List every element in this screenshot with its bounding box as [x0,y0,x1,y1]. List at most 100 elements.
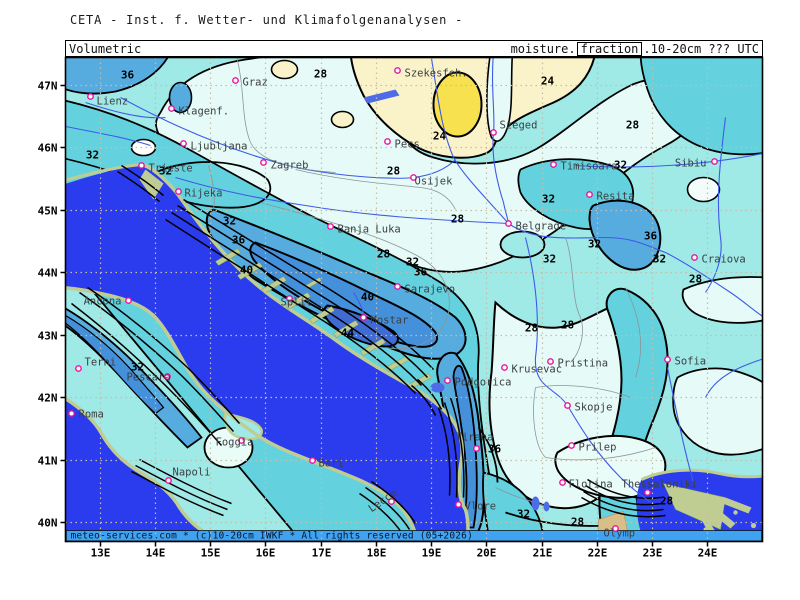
contour-label: 32 [223,215,236,228]
city-label: Skopje [575,402,613,414]
city-label: Prilep [579,442,617,454]
terrain-hatching [71,164,666,536]
city-marker [87,93,94,100]
city-marker [586,191,593,198]
contour-label: 32 [588,238,601,251]
city-label: Foggia [216,437,254,449]
city-label: Thessaloniki [622,479,698,491]
city-marker [384,138,391,145]
lat-label: 47N [38,80,58,93]
lat-label: 43N [38,330,58,343]
city-label: Roma [79,409,104,421]
city-marker [564,402,571,409]
variable-label: Volumetric [69,41,142,56]
lon-label: 19E [422,547,442,560]
graticule [65,57,763,542]
city-marker [68,410,75,417]
city-label: Vlore [465,501,497,513]
lon-label: 17E [312,547,332,560]
contour-label: 28 [571,516,584,529]
city-label: Sofia [675,356,707,368]
lon-label: 23E [643,547,663,560]
contour-label: 32 [614,159,627,172]
contour-label: 36 [644,230,658,243]
city-marker [238,437,245,444]
city-marker [547,358,554,365]
city-marker [164,373,171,380]
city-marker [490,129,497,136]
contour-label: 32 [159,165,172,178]
city-label: Florina [569,479,613,491]
city-label: Trieste [149,163,193,175]
tyrrhenian-sea [65,398,229,542]
city-label: Resita [597,191,635,203]
city-label: Krusevac [512,364,563,376]
city-marker [501,364,508,371]
lon-label: 13E [91,547,111,560]
city-label: Zagreb [271,160,309,172]
units-box: fraction [576,41,643,56]
units-prefix: moisture. [510,41,576,56]
contour-label: 40 [361,291,374,304]
contour-label: 32 [517,508,530,521]
contour-label: 28 [626,119,639,132]
dalmatian-islands [215,248,432,388]
contour-label: 24 [541,75,555,88]
city-marker [612,525,619,532]
city-marker [410,174,417,181]
contour-label: 32 [543,253,556,266]
city-marker [168,105,175,112]
contour-label: 28 [387,165,400,178]
city-marker [327,223,334,230]
city-marker [644,489,651,496]
contour-label: 32 [406,256,419,269]
lon-label: 24E [698,547,718,560]
contour-label: 28 [660,495,673,508]
contour-label: 36 [232,234,246,247]
city-marker [664,356,671,363]
adriatic-sea [65,164,469,542]
city-marker [559,479,566,486]
city-label: Belgrade [516,221,567,233]
city-label: Graz [243,77,268,89]
city-marker [455,501,462,508]
contour-label: 32 [542,193,555,206]
city-marker [550,161,557,168]
city-marker [286,295,293,302]
units-timestamp: moisture. fraction .10-20cm ??? UTC [510,41,759,56]
lon-label: 21E [533,547,553,560]
lat-label: 40N [38,517,58,530]
city-label: Split [281,297,313,309]
lon-label: 15E [201,547,221,560]
lat-label: 44N [38,267,58,280]
city-marker [175,188,182,195]
contour-label: 28 [525,322,538,335]
country-borders [208,57,656,508]
city-label: Lienz [97,96,129,108]
city-marker [125,297,132,304]
city-marker [309,457,316,464]
city-marker [232,77,239,84]
city-label: Podgorica [455,377,512,389]
plot-titlebar: Volumetric moisture. fraction .10-20cm ???… [65,40,763,57]
city-marker [568,442,575,449]
contour-label: 32 [131,361,144,374]
city-marker [394,283,401,290]
city-label: Terni [85,357,117,369]
city-label: Osijek [415,176,454,188]
contour-label: 32 [86,149,99,162]
city-label: Szekesfeh. [405,68,468,80]
map-frame [64,56,764,543]
contour-label: 28 [451,213,464,226]
city-marker [75,365,82,372]
contour-label: 28 [689,273,702,286]
wet-patches-romania [517,57,763,271]
city-label: Ljubljana [191,141,248,153]
contour-label: 36 [414,266,428,279]
contour-label: 36 [488,443,502,456]
city-marker [444,377,451,384]
rivers [65,57,763,503]
city-label: Tirana [456,432,494,444]
